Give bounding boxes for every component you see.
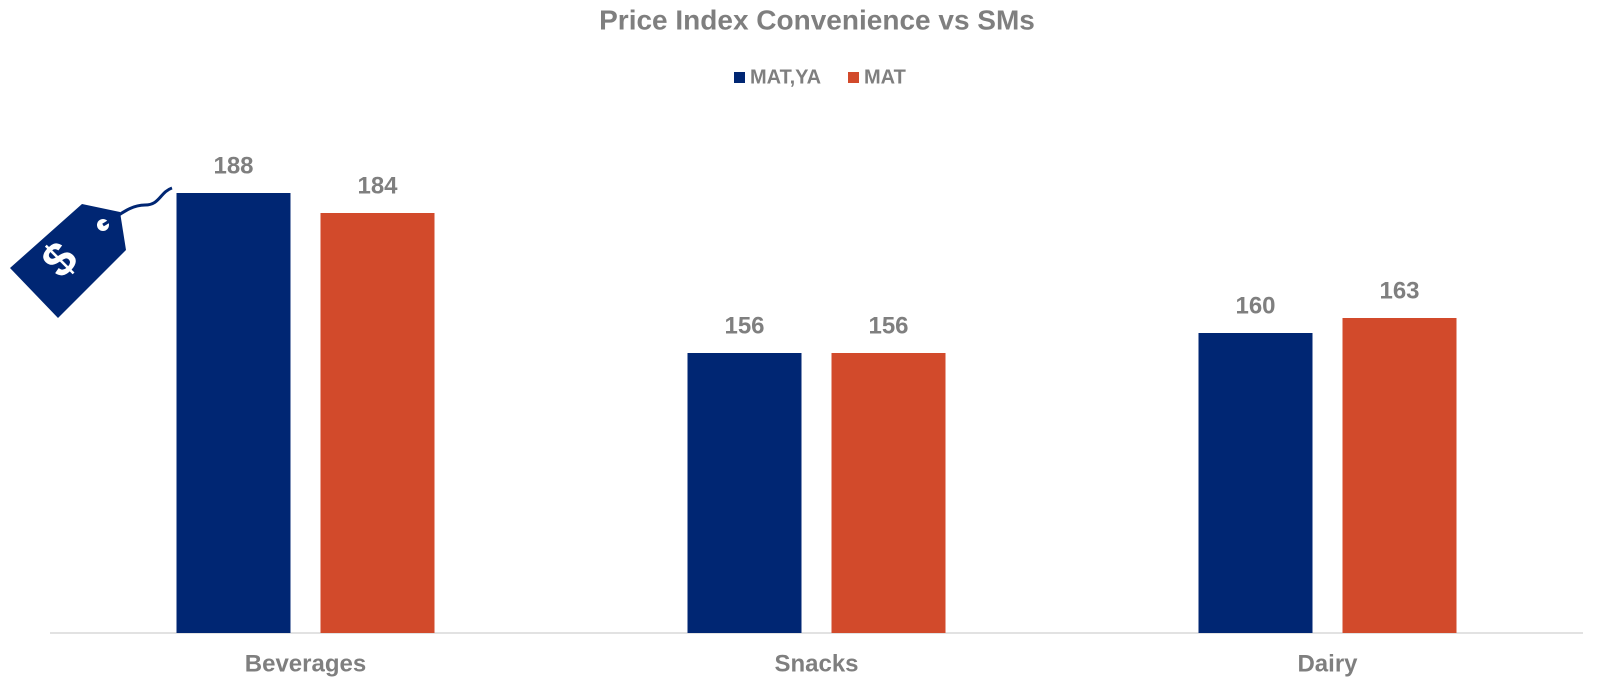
data-label: 160: [1235, 292, 1275, 319]
bar: [687, 353, 802, 633]
data-label: 188: [213, 152, 253, 179]
price-tag-icon: $: [10, 186, 173, 318]
legend-label: MAT: [864, 66, 906, 88]
x-tick-label: Dairy: [1297, 650, 1358, 677]
legend-swatch: [734, 72, 745, 83]
data-label: 156: [724, 312, 764, 339]
x-tick-label: Beverages: [245, 650, 366, 677]
bar: [176, 193, 291, 633]
bar: [1198, 333, 1313, 633]
legend-label: MAT,YA: [750, 66, 821, 88]
bar: [831, 353, 946, 633]
x-tick-label: Snacks: [774, 650, 858, 677]
bar: [320, 213, 435, 633]
legend-swatch: [848, 72, 859, 83]
data-label: 156: [868, 312, 908, 339]
data-label: 163: [1379, 277, 1419, 304]
bar: [1342, 318, 1457, 633]
chart-title: Price Index Convenience vs SMs: [599, 4, 1035, 35]
data-label: 184: [357, 172, 398, 199]
